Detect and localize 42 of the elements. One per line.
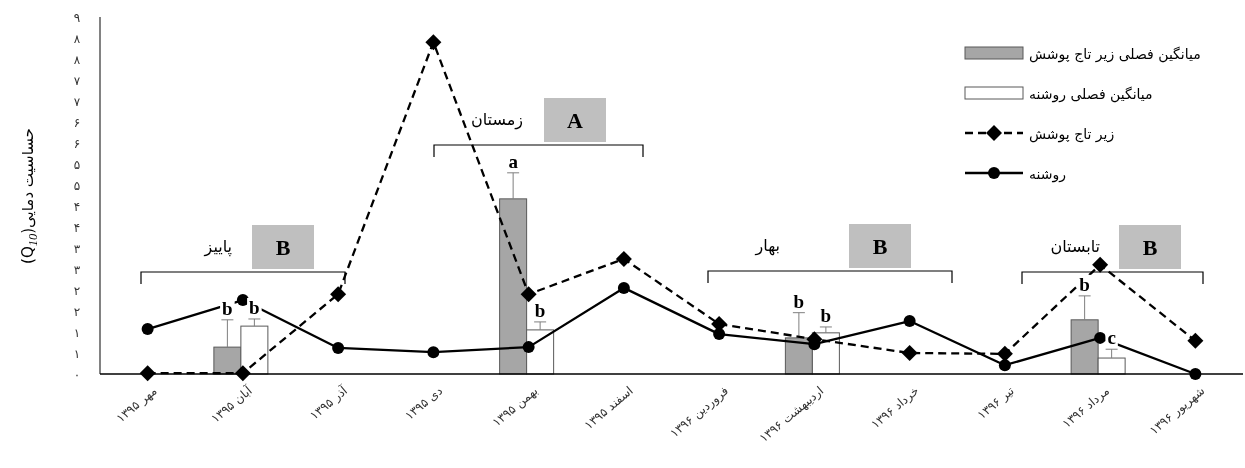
x-tick-label: اسفند ۱۳۹۵ xyxy=(581,383,636,433)
y-tick-label: ۰ xyxy=(73,368,81,382)
y-tick-label: ۷ xyxy=(73,74,81,88)
annotation: B xyxy=(1142,235,1158,260)
legend-label: زیر تاج پوشش xyxy=(1029,126,1115,143)
y-tick-label: ۵ xyxy=(73,158,81,172)
y-tick-label: ۲ xyxy=(73,305,81,319)
legend-label: روشنه xyxy=(1029,166,1066,183)
x-tick-label: دی ۱۳۹۵ xyxy=(402,383,446,423)
x-tick-label: آذر ۱۳۹۵ xyxy=(306,382,352,424)
legend-label: میانگین فصلی روشنه xyxy=(1029,86,1153,103)
x-tick-label: فروردین ۱۳۹۶ xyxy=(667,383,732,441)
y-tick-label: ۳ xyxy=(73,242,81,256)
x-tick-label: شهریور ۱۳۹۶ xyxy=(1146,383,1208,439)
x-tick-label: اردیبهشت ۱۳۹۶ xyxy=(756,383,827,446)
y-tick-label: ۱ xyxy=(73,326,81,340)
y-tick-label: ۴ xyxy=(73,221,81,235)
y-tick-label: ۸ xyxy=(73,32,81,46)
x-tick-label: مهر ۱۳۹۵ xyxy=(113,383,161,427)
x-tick-label: بهمن ۱۳۹۵ xyxy=(489,383,542,431)
y-tick-label: ۶ xyxy=(73,116,81,130)
y-tick-label: ۱ xyxy=(73,347,81,361)
annotation: تابستان xyxy=(1050,237,1100,256)
y-tick-label: ۳ xyxy=(73,263,81,277)
annotation: زمستان xyxy=(470,110,523,130)
x-tick-label: تیر ۱۳۹۶ xyxy=(974,383,1018,423)
y-tick-label: ۵ xyxy=(73,179,81,193)
x-tick-label: خرداد ۱۳۹۶ xyxy=(868,383,923,433)
legend-label: میانگین فصلی زیر تاج پوشش xyxy=(1029,46,1201,63)
y-tick-label: ۹ xyxy=(73,11,81,25)
annotation: بهار xyxy=(754,236,780,256)
y-tick-label: ۶ xyxy=(73,137,81,151)
annotation: B xyxy=(275,235,291,260)
x-tick-label: آبان ۱۳۹۵ xyxy=(207,382,256,426)
x-tick-label: مرداد ۱۳۹۶ xyxy=(1059,383,1113,432)
annotation: B xyxy=(872,234,888,259)
annotation: پاییز xyxy=(203,237,232,257)
y-tick-label: ۴ xyxy=(73,200,81,214)
y-tick-label: ۷ xyxy=(73,95,81,109)
annotation: A xyxy=(567,108,584,133)
y-tick-label: ۲ xyxy=(73,284,81,298)
y-tick-label: ۸ xyxy=(73,53,81,67)
